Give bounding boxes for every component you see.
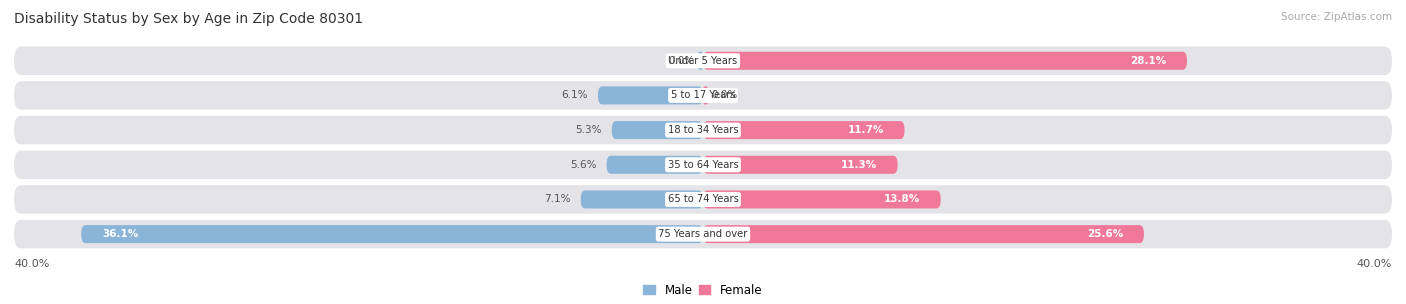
Legend: Male, Female: Male, Female <box>638 279 768 301</box>
FancyBboxPatch shape <box>82 225 703 243</box>
Text: Source: ZipAtlas.com: Source: ZipAtlas.com <box>1281 12 1392 22</box>
FancyBboxPatch shape <box>703 121 904 139</box>
FancyBboxPatch shape <box>14 185 1392 214</box>
FancyBboxPatch shape <box>703 52 1187 70</box>
FancyBboxPatch shape <box>14 81 1392 110</box>
Text: 11.7%: 11.7% <box>848 125 884 135</box>
Text: 5 to 17 Years: 5 to 17 Years <box>671 90 735 100</box>
Text: Disability Status by Sex by Age in Zip Code 80301: Disability Status by Sex by Age in Zip C… <box>14 12 363 26</box>
FancyBboxPatch shape <box>697 52 703 70</box>
Text: 0.0%: 0.0% <box>668 56 695 66</box>
Text: 7.1%: 7.1% <box>544 195 571 205</box>
Text: 11.3%: 11.3% <box>841 160 877 170</box>
FancyBboxPatch shape <box>14 220 1392 248</box>
FancyBboxPatch shape <box>612 121 703 139</box>
FancyBboxPatch shape <box>14 116 1392 144</box>
Text: 28.1%: 28.1% <box>1130 56 1167 66</box>
FancyBboxPatch shape <box>581 190 703 209</box>
Text: 40.0%: 40.0% <box>14 259 49 269</box>
Text: Under 5 Years: Under 5 Years <box>668 56 738 66</box>
Text: 35 to 64 Years: 35 to 64 Years <box>668 160 738 170</box>
FancyBboxPatch shape <box>703 156 897 174</box>
Text: 5.6%: 5.6% <box>569 160 596 170</box>
Text: 75 Years and over: 75 Years and over <box>658 229 748 239</box>
Text: 13.8%: 13.8% <box>884 195 920 205</box>
FancyBboxPatch shape <box>14 150 1392 179</box>
FancyBboxPatch shape <box>598 86 703 105</box>
Text: 40.0%: 40.0% <box>1357 259 1392 269</box>
Text: 6.1%: 6.1% <box>561 90 588 100</box>
FancyBboxPatch shape <box>703 225 1144 243</box>
FancyBboxPatch shape <box>703 190 941 209</box>
Text: 36.1%: 36.1% <box>101 229 138 239</box>
FancyBboxPatch shape <box>14 47 1392 75</box>
Text: 5.3%: 5.3% <box>575 125 602 135</box>
Text: 65 to 74 Years: 65 to 74 Years <box>668 195 738 205</box>
Text: 18 to 34 Years: 18 to 34 Years <box>668 125 738 135</box>
FancyBboxPatch shape <box>703 86 709 105</box>
FancyBboxPatch shape <box>606 156 703 174</box>
Text: 25.6%: 25.6% <box>1087 229 1123 239</box>
Text: 0.0%: 0.0% <box>711 90 738 100</box>
